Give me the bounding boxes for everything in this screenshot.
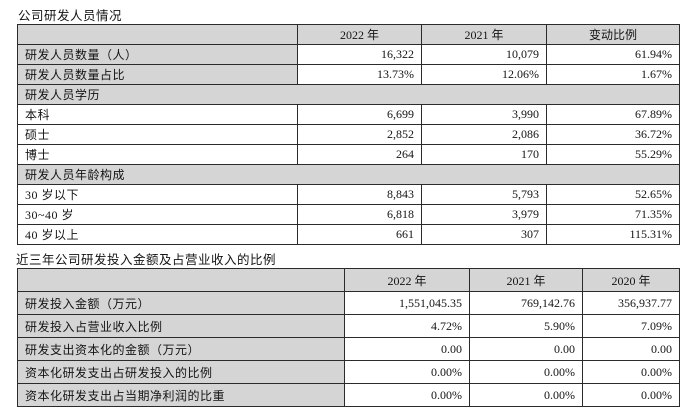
rd-personnel-table: 2022 年 2021 年 变动比例 研发人员数量（人） 16,322 10,0…: [17, 24, 680, 245]
value-cell: 7.09%: [582, 314, 680, 338]
value-cell: 115.31%: [546, 224, 680, 245]
table-row: 40 岁以上 661 307 115.31%: [17, 224, 680, 245]
row-label-cell: 资本化研发支出占当期净利润的比重: [17, 383, 345, 407]
value-cell: 2,086: [421, 124, 547, 145]
value-cell: 12.06%: [421, 64, 547, 85]
value-cell: 4.72%: [344, 314, 470, 338]
value-cell: 0.00: [344, 337, 470, 361]
value-cell: 0.00%: [344, 360, 470, 384]
section-label-cell: 研发人员年龄构成: [17, 164, 680, 185]
section-row: 研发人员年龄构成: [17, 164, 680, 185]
row-label-cell: 研发人员数量占比: [17, 64, 298, 85]
value-cell: 661: [297, 224, 422, 245]
table-row: 30~40 岁 6,818 3,979 71.35%: [17, 204, 680, 225]
row-label-cell: 资本化研发支出占研发投入的比例: [17, 360, 345, 384]
personnel-section-title: 公司研发人员情况: [18, 9, 123, 23]
row-label-cell: 本科: [17, 104, 298, 125]
row-label-cell: 硕士: [17, 124, 298, 145]
table-row: 研发投入占营业收入比例 4.72% 5.90% 7.09%: [17, 314, 680, 338]
section-label-cell: 研发人员学历: [17, 84, 680, 105]
year-header-2022: 2022 年: [297, 24, 422, 45]
value-cell: 3,979: [421, 204, 547, 225]
year-header-2021: 2021 年: [469, 268, 583, 292]
value-cell: 61.94%: [546, 44, 680, 65]
value-cell: 0.00%: [469, 383, 583, 407]
row-label-cell: 30~40 岁: [17, 204, 298, 225]
value-cell: 8,843: [297, 184, 422, 205]
value-cell: 1.67%: [546, 64, 680, 85]
table-row: 研发人员数量占比 13.73% 12.06% 1.67%: [17, 64, 680, 85]
value-cell: 356,937.77: [582, 291, 680, 315]
value-cell: 16,322: [297, 44, 422, 65]
table-row: 研发人员数量（人） 16,322 10,079 61.94%: [17, 44, 680, 65]
value-cell: 5.90%: [469, 314, 583, 338]
value-cell: 0.00%: [344, 383, 470, 407]
value-cell: 0.00: [582, 337, 680, 361]
table-row: 资本化研发支出占研发投入的比例 0.00% 0.00% 0.00%: [17, 360, 680, 384]
value-cell: 0.00%: [469, 360, 583, 384]
value-cell: 307: [421, 224, 547, 245]
row-label-cell: 研发人员数量（人）: [17, 44, 298, 65]
value-cell: 52.65%: [546, 184, 680, 205]
table-row: 研发支出资本化的金额（万元） 0.00 0.00 0.00: [17, 337, 680, 361]
year-header-2021: 2021 年: [421, 24, 547, 45]
row-label-cell: 30 岁以下: [17, 184, 298, 205]
value-cell: 6,818: [297, 204, 422, 225]
section-row: 研发人员学历: [17, 84, 680, 105]
table-row: 博士 264 170 55.29%: [17, 144, 680, 165]
table-row: 硕士 2,852 2,086 36.72%: [17, 124, 680, 145]
row-label-cell: 研发投入金额（万元）: [17, 291, 345, 315]
investment-section-title: 近三年公司研发投入金额及占营业收入的比例: [16, 253, 277, 267]
value-cell: 0.00%: [582, 360, 680, 384]
table-row: 资本化研发支出占当期净利润的比重 0.00% 0.00% 0.00%: [17, 383, 680, 407]
header-row: 2022 年 2021 年 变动比例: [17, 24, 680, 45]
value-cell: 55.29%: [546, 144, 680, 165]
value-cell: 0.00: [469, 337, 583, 361]
value-cell: 6,699: [297, 104, 422, 125]
value-cell: 13.73%: [297, 64, 422, 85]
rd-investment-table: 2022 年 2021 年 2020 年 研发投入金额（万元） 1,551,04…: [17, 268, 680, 407]
value-cell: 769,142.76: [469, 291, 583, 315]
value-cell: 0.00%: [582, 383, 680, 407]
value-cell: 264: [297, 144, 422, 165]
value-cell: 3,990: [421, 104, 547, 125]
row-label-cell: 博士: [17, 144, 298, 165]
value-cell: 10,079: [421, 44, 547, 65]
value-cell: 2,852: [297, 124, 422, 145]
year-header-2022: 2022 年: [344, 268, 470, 292]
value-cell: 1,551,045.35: [344, 291, 470, 315]
value-cell: 170: [421, 144, 547, 165]
value-cell: 36.72%: [546, 124, 680, 145]
table-row: 30 岁以下 8,843 5,793 52.65%: [17, 184, 680, 205]
change-ratio-header: 变动比例: [546, 24, 680, 45]
row-label-cell: 40 岁以上: [17, 224, 298, 245]
table-row: 本科 6,699 3,990 67.89%: [17, 104, 680, 125]
value-cell: 71.35%: [546, 204, 680, 225]
table-row: 研发投入金额（万元） 1,551,045.35 769,142.76 356,9…: [17, 291, 680, 315]
row-label-cell: 研发投入占营业收入比例: [17, 314, 345, 338]
header-row: 2022 年 2021 年 2020 年: [17, 268, 680, 292]
value-cell: 5,793: [421, 184, 547, 205]
row-label-cell: 研发支出资本化的金额（万元）: [17, 337, 345, 361]
empty-header-cell: [17, 268, 345, 292]
year-header-2020: 2020 年: [582, 268, 680, 292]
value-cell: 67.89%: [546, 104, 680, 125]
empty-header-cell: [17, 24, 298, 45]
